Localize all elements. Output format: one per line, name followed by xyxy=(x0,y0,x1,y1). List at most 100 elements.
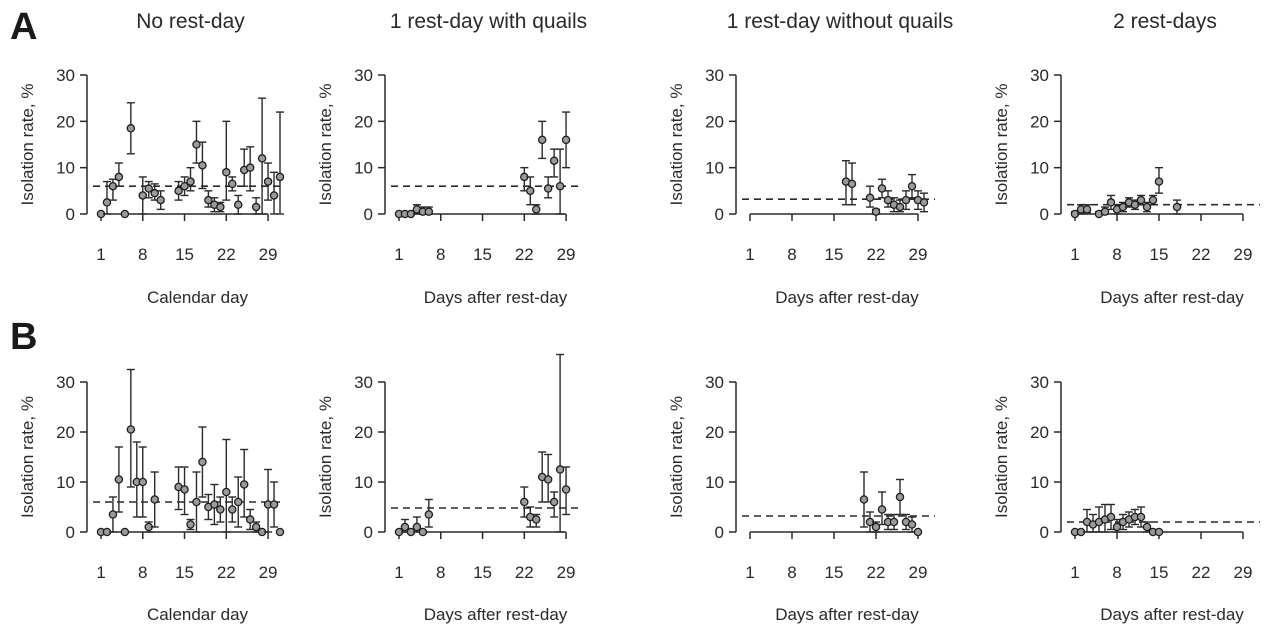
x-tick-label: 22 xyxy=(217,563,236,582)
data-point xyxy=(269,191,279,200)
x-tick-label: 15 xyxy=(473,563,492,582)
data-point xyxy=(198,161,207,170)
data-point xyxy=(120,527,130,537)
panel-b2: 0 10 20 30 Isolation rate, % 1 8 15 22 29 Days aft… xyxy=(316,353,583,624)
y-tick-label: 30 xyxy=(56,373,75,392)
data-point xyxy=(907,520,917,529)
data-point xyxy=(877,505,887,514)
x-tick-label: 29 xyxy=(1234,245,1253,264)
data-point xyxy=(114,475,124,484)
data-point xyxy=(1100,207,1110,216)
y-tick-label: 0 xyxy=(66,523,75,542)
data-point xyxy=(108,510,118,519)
data-point xyxy=(1112,522,1122,532)
data-point xyxy=(871,522,881,532)
data-point xyxy=(859,495,869,504)
y-tick-label: 30 xyxy=(56,66,75,85)
y-tick-label: 0 xyxy=(1040,205,1049,224)
data-point xyxy=(543,475,553,484)
panel-title: 1 rest-day with quails xyxy=(390,10,587,33)
panel-title: 2 rest-days xyxy=(1113,10,1217,33)
data-point xyxy=(233,497,243,507)
data-point xyxy=(126,124,136,133)
data-point xyxy=(877,184,887,193)
data-point xyxy=(561,485,571,494)
data-point xyxy=(418,527,428,537)
data-point xyxy=(871,207,881,216)
y-tick-label: 10 xyxy=(1030,473,1049,492)
y-tick-label: 10 xyxy=(56,159,75,178)
x-tick-label: 22 xyxy=(867,563,886,582)
x-tick-label: 8 xyxy=(787,563,796,582)
y-tick-label: 10 xyxy=(705,473,724,492)
data-point xyxy=(210,500,219,509)
data-point xyxy=(222,168,231,177)
data-point xyxy=(251,202,261,212)
data-point xyxy=(531,515,541,524)
data-point xyxy=(144,184,153,193)
x-tick-label: 1 xyxy=(394,563,403,582)
y-tick-label: 30 xyxy=(1030,66,1049,85)
x-tick-label: 29 xyxy=(909,563,928,582)
row-label-a: A xyxy=(10,6,38,48)
x-tick-label: 1 xyxy=(96,245,105,264)
panel-title: 1 rest-day without quails xyxy=(727,10,953,33)
y-tick-label: 0 xyxy=(66,205,75,224)
data-point xyxy=(138,477,148,487)
panel-a3: 1 rest-day without quails 0 10 20 30 Isolatio… xyxy=(667,10,953,307)
data-point xyxy=(555,465,565,474)
y-tick-label: 20 xyxy=(1030,423,1049,442)
panel-b3: 0 10 20 30 Isolation rate, % 1 8 15 22 29 Days aft… xyxy=(667,373,935,624)
data-point xyxy=(228,505,237,514)
y-tick-label: 20 xyxy=(705,112,724,131)
x-axis-label: Days after rest-day xyxy=(424,288,568,307)
x-tick-label: 1 xyxy=(394,245,403,264)
y-tick-label: 30 xyxy=(1030,373,1049,392)
y-tick-label: 20 xyxy=(1030,112,1049,131)
x-tick-label: 8 xyxy=(138,245,147,264)
x-tick-label: 29 xyxy=(1234,563,1253,582)
x-tick-label: 15 xyxy=(1150,563,1169,582)
x-tick-label: 8 xyxy=(436,245,445,264)
y-tick-label: 30 xyxy=(354,66,373,85)
data-point xyxy=(895,492,905,502)
data-point xyxy=(520,497,529,507)
data-point xyxy=(543,184,553,193)
data-point xyxy=(216,202,225,212)
x-axis-label: Days after rest-day xyxy=(775,605,919,624)
panel-a4: 2 rest-days 0 10 20 30 Isolation rate, % 1 8 15 2… xyxy=(992,10,1260,307)
x-tick-label: 29 xyxy=(909,245,928,264)
y-tick-label: 20 xyxy=(705,423,724,442)
panel-b1: 0 10 20 30 Isolation rate, % 1 8 15 22 29 Calendar… xyxy=(18,368,285,624)
data-point xyxy=(1142,202,1152,212)
y-axis-label: Isolation rate, % xyxy=(992,396,1011,518)
x-tick-label: 22 xyxy=(1192,563,1211,582)
x-tick-label: 15 xyxy=(1150,245,1169,264)
data-point xyxy=(919,198,929,207)
data-point xyxy=(1154,177,1164,186)
panel-a2: 1 rest-day with quails 0 10 20 30 Isolation r… xyxy=(316,10,587,307)
data-point xyxy=(180,485,189,494)
y-tick-label: 30 xyxy=(354,373,373,392)
x-tick-label: 29 xyxy=(259,245,278,264)
row-label-b: B xyxy=(10,316,38,358)
y-tick-label: 20 xyxy=(354,112,373,131)
data-point xyxy=(1106,198,1116,207)
y-axis-label: Isolation rate, % xyxy=(667,396,686,518)
data-point xyxy=(549,497,559,507)
data-point xyxy=(204,195,213,205)
data-point xyxy=(102,198,112,207)
x-tick-label: 22 xyxy=(1192,245,1211,264)
data-point xyxy=(526,186,535,196)
x-tick-label: 22 xyxy=(515,245,534,264)
y-tick-label: 0 xyxy=(1040,523,1049,542)
y-axis-label: Isolation rate, % xyxy=(667,84,686,206)
y-tick-label: 0 xyxy=(364,523,373,542)
x-axis-label: Days after rest-day xyxy=(1100,288,1244,307)
data-point xyxy=(883,195,893,205)
y-axis-label: Isolation rate, % xyxy=(316,396,335,518)
data-point xyxy=(222,487,231,497)
x-tick-label: 29 xyxy=(259,563,278,582)
